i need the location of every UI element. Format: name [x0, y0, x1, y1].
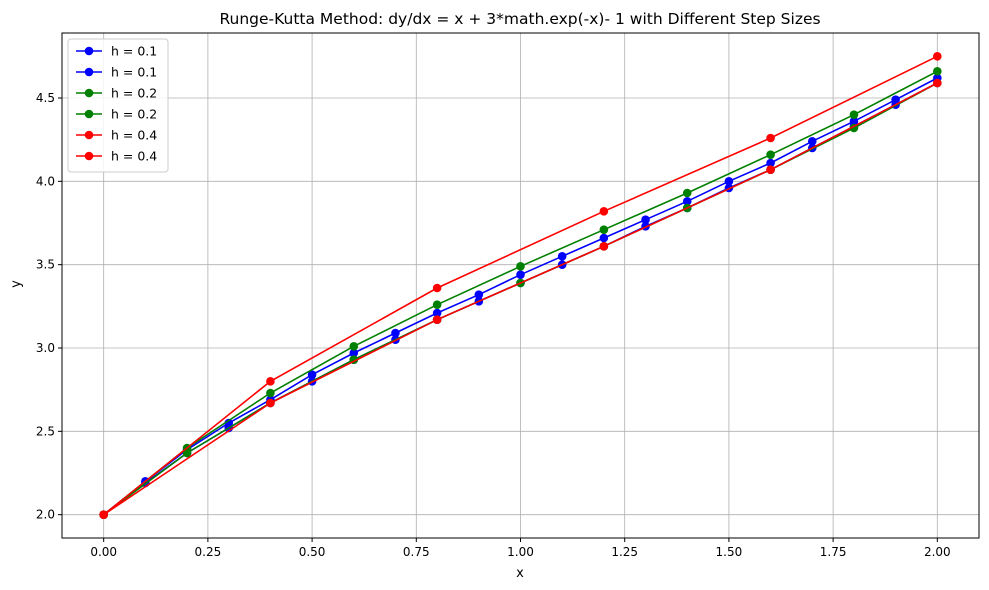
x-tick-label: 0.25 [195, 545, 222, 559]
data-point [516, 262, 525, 271]
x-tick-label: 0.00 [90, 545, 117, 559]
series-5 [99, 52, 942, 519]
data-point [933, 52, 942, 61]
data-point [349, 348, 359, 358]
legend-item: h = 0.4 [76, 128, 157, 143]
x-tick-label: 1.75 [820, 545, 847, 559]
data-point [599, 242, 609, 251]
grid [62, 33, 979, 538]
series-line [103, 55, 938, 516]
x-tick-label: 0.75 [403, 545, 430, 559]
series-6 [99, 78, 942, 519]
data-point [266, 388, 275, 398]
legend-marker [84, 130, 94, 140]
data-point [933, 67, 942, 76]
data-point [682, 188, 692, 198]
x-tick-label: 0.50 [299, 545, 326, 559]
data-point [766, 133, 775, 143]
legend-label: h = 0.1 [111, 65, 157, 80]
data-point [99, 510, 108, 519]
data-point [807, 137, 817, 146]
data-point [557, 252, 567, 261]
y-axis-label: y [9, 280, 24, 288]
legend-item: h = 0.4 [76, 149, 157, 164]
data-point [432, 300, 442, 309]
data-point [724, 177, 734, 186]
data-point [849, 110, 859, 119]
legend-marker [84, 151, 94, 161]
data-point [266, 398, 275, 408]
data-point [516, 270, 525, 279]
legend-label: h = 0.4 [111, 149, 157, 164]
legend-label: h = 0.1 [111, 44, 157, 59]
legend-item: h = 0.1 [76, 44, 157, 59]
legend-marker [84, 88, 94, 98]
data-point [391, 328, 400, 338]
data-point [432, 283, 442, 293]
y-tick-label: 2.0 [36, 508, 55, 522]
legend-item: h = 0.2 [76, 86, 157, 101]
chart-title: Runge-Kutta Method: dy/dx = x + 3*math.e… [219, 10, 820, 28]
data-point [599, 225, 609, 234]
y-tick-label: 3.0 [36, 341, 55, 355]
data-point [933, 78, 942, 88]
data-point [349, 342, 359, 351]
ticks: 0.00 0.25 0.50 0.75 1.00 1.25 1.50 1.75 2.00 2.0 2… [36, 91, 951, 559]
data-point [641, 215, 650, 224]
data-point [182, 448, 192, 458]
series-line [103, 82, 938, 516]
series-layer [99, 52, 942, 519]
legend-label: h = 0.4 [111, 128, 157, 143]
data-point [432, 315, 442, 324]
legend-item: h = 0.2 [76, 107, 157, 122]
data-point [599, 233, 609, 243]
x-tick-label: 1.00 [507, 545, 534, 559]
y-tick-label: 2.5 [36, 424, 55, 438]
legend-marker [84, 46, 94, 56]
data-point [474, 290, 484, 299]
legend: h = 0.1 h = 0.1 h = 0.2 h = 0.2 h = 0.4 h = 0… [67, 38, 169, 173]
data-point [599, 207, 609, 216]
y-tick-label: 3.5 [36, 258, 55, 272]
legend-marker [84, 67, 94, 77]
data-point [266, 377, 275, 386]
data-point [766, 150, 775, 159]
data-point [432, 308, 442, 318]
x-tick-label: 1.50 [716, 545, 743, 559]
legend-marker [84, 109, 94, 119]
data-point [766, 158, 775, 168]
x-axis-label: x [516, 566, 524, 581]
legend-label: h = 0.2 [111, 86, 157, 101]
data-point [682, 197, 692, 206]
legend-label: h = 0.2 [111, 107, 157, 122]
x-tick-label: 2.00 [924, 545, 951, 559]
data-point [307, 370, 317, 379]
x-tick-label: 1.25 [611, 545, 638, 559]
legend-item: h = 0.1 [76, 65, 157, 80]
y-tick-label: 4.5 [36, 91, 55, 105]
data-point [766, 165, 775, 174]
y-tick-label: 4.0 [36, 174, 55, 188]
